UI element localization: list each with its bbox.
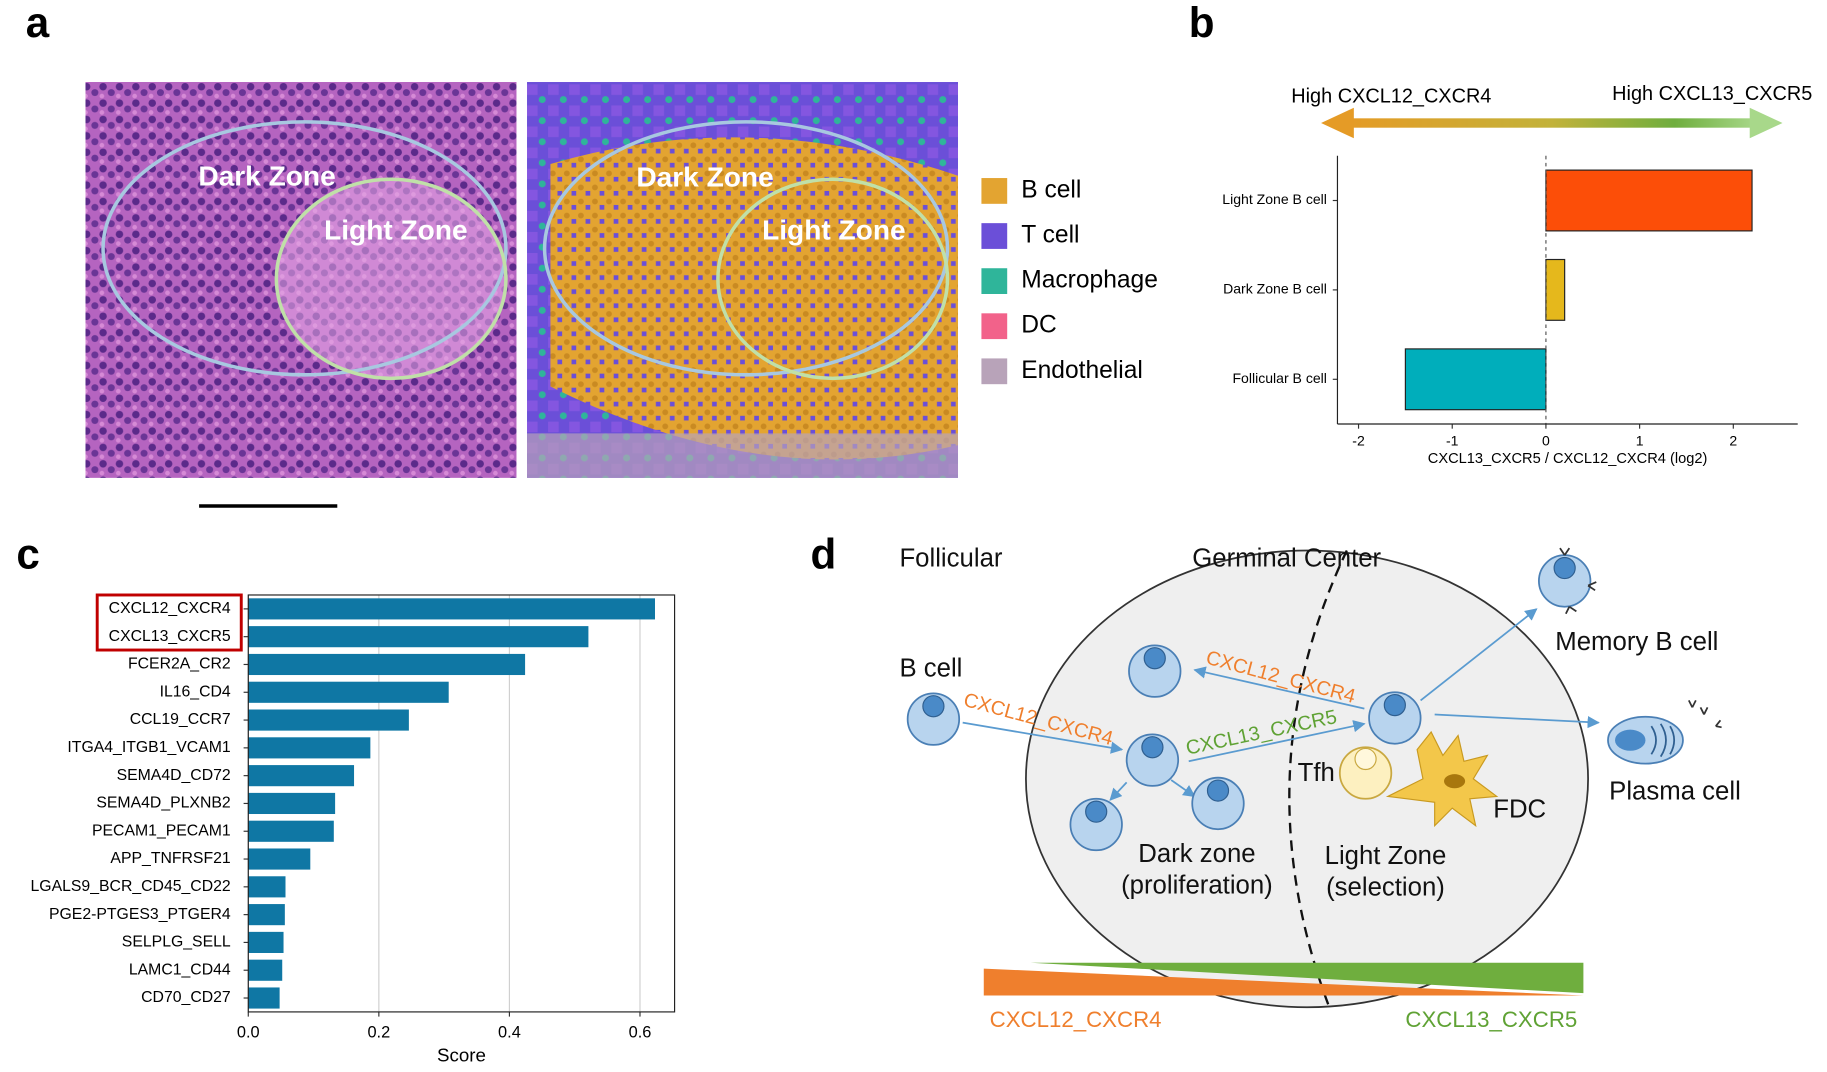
y-tick-label: PECAM1_PECAM1 [92, 822, 231, 839]
legend: B cell T cell Macrophage DC Endothelial [981, 176, 1158, 385]
legend-label: T cell [1021, 222, 1079, 249]
bar [248, 792, 336, 815]
diagram-label: Germinal Center [1192, 545, 1381, 573]
segmentation-image [527, 82, 959, 478]
legend-swatch [981, 178, 1008, 204]
zone-label: Light Zone [762, 214, 906, 245]
y-tick-label: CXCL12_CXCR4 [109, 600, 231, 617]
zone-label: Dark Zone [636, 162, 773, 193]
x-tick-label: 0.2 [367, 1023, 390, 1041]
legend-label: B cell [1021, 176, 1081, 203]
x-axis-label: Score [437, 1044, 486, 1065]
bar [248, 820, 334, 842]
highlight-box [95, 593, 243, 652]
diagram-label: Tfh [1298, 759, 1335, 787]
y-tick-label: CD70_CD27 [141, 989, 231, 1006]
legend-swatch [981, 223, 1008, 249]
bar [248, 737, 371, 759]
bar [1545, 258, 1566, 321]
bar [248, 848, 311, 870]
arrow-label: High CXCL13_CXCR5 [1612, 83, 1812, 105]
bar [248, 765, 355, 787]
diagram-label: Plasma cell [1609, 778, 1741, 806]
direction-arrow [1321, 107, 1783, 139]
y-tick-label: LAMC1_CD44 [129, 961, 231, 978]
bar [248, 959, 283, 981]
legend-label: Macrophage [1021, 267, 1158, 294]
diagram-label: Memory B cell [1555, 628, 1718, 656]
germinal-center-diagram [906, 547, 1722, 1009]
bar [248, 904, 285, 926]
diagram-label: FDC [1493, 795, 1546, 823]
gradient-label: CXCL12_CXCR4 [990, 1007, 1162, 1032]
y-tick-label: SEMA4D_PLXNB2 [96, 795, 230, 812]
y-tick-label: FCER2A_CR2 [128, 656, 231, 673]
diagram-label: (selection) [1326, 874, 1445, 902]
y-tick-label: Light Zone B cell [1222, 191, 1327, 207]
y-tick-label: PGE2-PTGES3_PTGER4 [49, 906, 231, 923]
bar [1545, 169, 1753, 232]
diagram-label: Follicular [899, 545, 1002, 573]
bar [248, 653, 526, 676]
x-tick-label: 2 [1729, 432, 1737, 448]
y-tick-label: IL16_CD4 [160, 683, 231, 700]
x-tick-label: 0 [1542, 432, 1550, 448]
x-tick-label: 0.0 [237, 1023, 260, 1041]
bar [248, 709, 409, 731]
x-tick-label: -2 [1352, 432, 1365, 448]
x-tick-label: 1 [1636, 432, 1644, 448]
y-tick-label: SEMA4D_CD72 [117, 767, 231, 784]
x-tick-label: -1 [1446, 432, 1459, 448]
y-tick-label: Dark Zone B cell [1223, 281, 1327, 297]
legend-label: Endothelial [1021, 357, 1143, 384]
x-tick-label: 0.6 [629, 1023, 652, 1041]
y-tick-label: LGALS9_BCR_CD45_CD22 [31, 878, 231, 895]
y-tick-label: CXCL13_CXCR5 [109, 628, 231, 645]
zone-label: Dark Zone [198, 160, 335, 191]
diagram-label: Dark zone [1138, 840, 1255, 868]
bar [1404, 348, 1547, 411]
bar [248, 598, 655, 620]
y-tick-label: SELPLG_SELL [122, 934, 231, 951]
y-tick-label: CCL19_CCR7 [130, 711, 231, 728]
diagram-label: B cell [899, 655, 962, 683]
x-tick-label: 0.4 [498, 1023, 521, 1041]
bar [248, 626, 589, 648]
diagram-label: Light Zone [1325, 842, 1447, 870]
gradient-label: CXCL13_CXCR5 [1405, 1007, 1577, 1032]
panel-label: c [16, 531, 39, 578]
he-image [85, 82, 517, 478]
legend-swatch [981, 358, 1008, 385]
legend-swatch [981, 268, 1008, 294]
bar [248, 876, 286, 898]
y-tick-label: APP_TNFRSF21 [110, 850, 230, 867]
panel-label: a [26, 0, 50, 46]
y-tick-label: ITGA4_ITGB1_VCAM1 [67, 739, 231, 756]
zone-label: Light Zone [324, 214, 468, 245]
legend-swatch [981, 313, 1008, 340]
bar [248, 987, 280, 1009]
bar [248, 931, 284, 953]
arrow-label: High CXCL12_CXCR4 [1291, 85, 1491, 107]
y-tick-label: Follicular B cell [1232, 370, 1326, 386]
axes-frame [247, 594, 676, 1013]
bar [248, 681, 449, 703]
panel-label: b [1189, 0, 1215, 46]
legend-label: DC [1021, 312, 1057, 339]
x-axis-label: CXCL13_CXCR5 / CXCL12_CXCR4 (log2) [1428, 451, 1708, 467]
diagram-label: (proliferation) [1121, 871, 1273, 899]
panel-label: d [810, 531, 836, 578]
